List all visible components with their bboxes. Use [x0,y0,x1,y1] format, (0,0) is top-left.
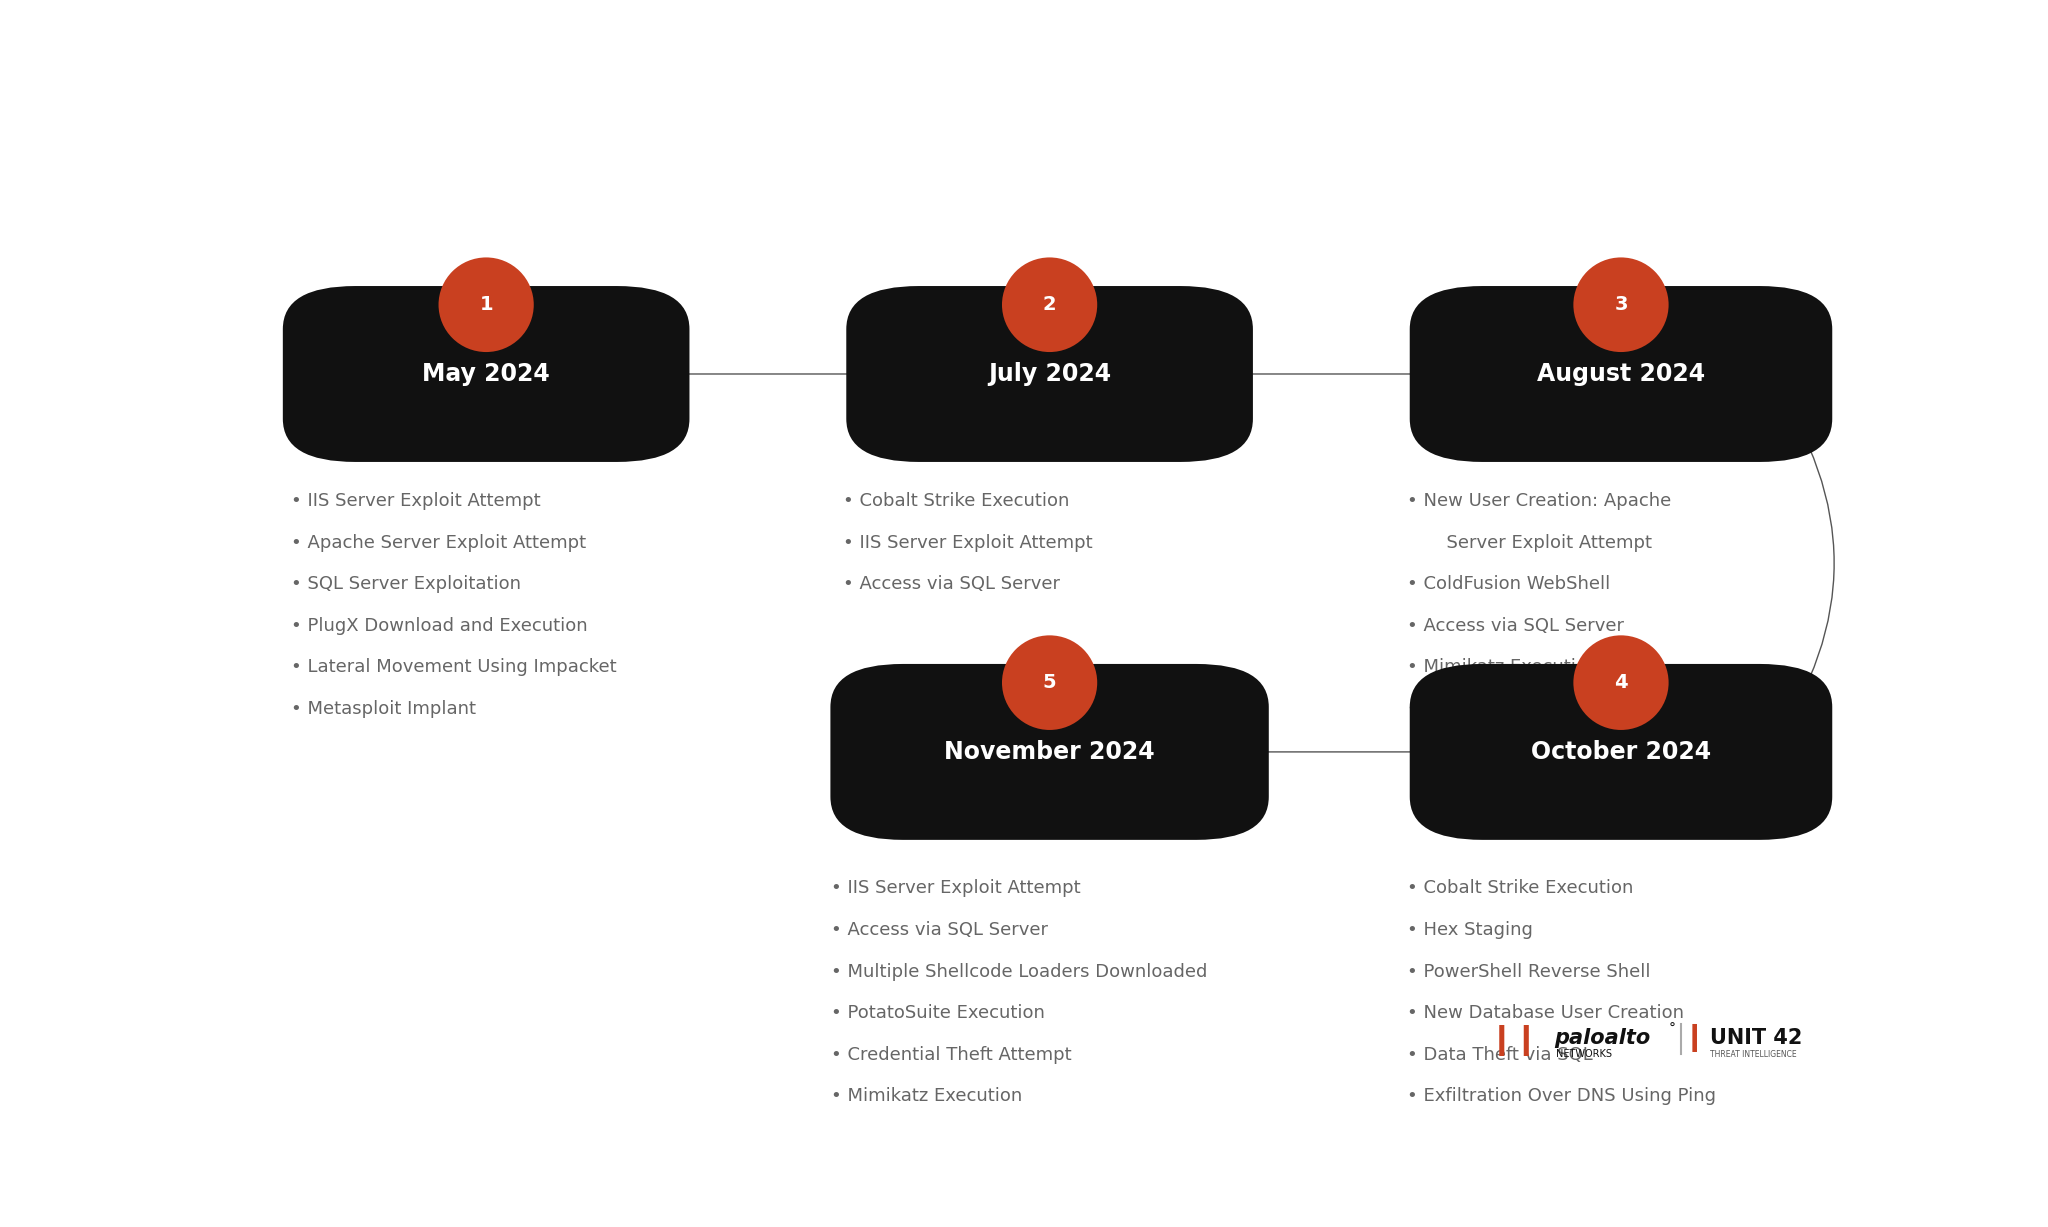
Text: Server Exploit Attempt: Server Exploit Attempt [1436,534,1653,552]
Text: • Exfiltration Over DNS Using Ping: • Exfiltration Over DNS Using Ping [1407,1087,1716,1106]
Text: May 2024: May 2024 [422,362,551,387]
Text: • Apache Server Exploit Attempt: • Apache Server Exploit Attempt [291,534,586,552]
Text: • UPX Packed PuTTY: • UPX Packed PuTTY [1407,699,1589,718]
Text: °: ° [1669,1022,1675,1036]
Text: • Mimikatz Execution: • Mimikatz Execution [831,1087,1022,1106]
Text: • Cobalt Strike Execution: • Cobalt Strike Execution [844,492,1069,510]
Ellipse shape [1001,636,1098,730]
Text: paloalto: paloalto [1554,1028,1651,1048]
Text: • PotatoSuite Execution: • PotatoSuite Execution [831,1004,1044,1022]
FancyBboxPatch shape [1409,286,1833,461]
Text: • Credential Theft Attempt: • Credential Theft Attempt [831,1045,1071,1064]
Text: • Data Theft via SQL: • Data Theft via SQL [1407,1045,1593,1064]
Text: July 2024: July 2024 [987,362,1112,387]
Ellipse shape [1001,258,1098,352]
Text: • IIS Server Exploit Attempt: • IIS Server Exploit Attempt [844,534,1094,552]
Text: 2: 2 [1042,296,1057,314]
Text: August 2024: August 2024 [1536,362,1706,387]
Text: • Multiple Shellcode Loaders Downloaded: • Multiple Shellcode Loaders Downloaded [831,963,1206,980]
Text: • Mimikatz Execution: • Mimikatz Execution [1407,659,1597,676]
Text: 1: 1 [479,296,494,314]
FancyBboxPatch shape [1409,664,1833,839]
Text: • IIS Server Exploit Attempt: • IIS Server Exploit Attempt [291,492,541,510]
Text: • IIS Server Exploit Attempt: • IIS Server Exploit Attempt [831,880,1079,897]
Text: 5: 5 [1042,674,1057,692]
Text: • Hex Staging: • Hex Staging [1407,921,1532,939]
Text: ❙: ❙ [1681,1025,1706,1053]
Text: November 2024: November 2024 [944,740,1155,764]
Text: • Access via SQL Server: • Access via SQL Server [831,921,1049,939]
FancyBboxPatch shape [283,286,690,461]
Text: • PlugX Download and Execution: • PlugX Download and Execution [291,617,588,634]
Text: NETWORKS: NETWORKS [1556,1049,1612,1059]
FancyBboxPatch shape [846,286,1253,461]
Ellipse shape [438,258,535,352]
Text: • ColdFusion WebShell: • ColdFusion WebShell [1407,575,1610,593]
Text: 4: 4 [1614,674,1628,692]
Text: • Metasploit Implant: • Metasploit Implant [291,699,475,718]
Text: • New User Creation: Apache: • New User Creation: Apache [1407,492,1671,510]
Text: • New Database User Creation: • New Database User Creation [1407,1004,1683,1022]
Text: UNIT 42: UNIT 42 [1710,1028,1802,1048]
Text: • Lateral Movement Using Impacket: • Lateral Movement Using Impacket [291,659,616,676]
Text: October 2024: October 2024 [1532,740,1710,764]
Text: • Access via SQL Server: • Access via SQL Server [844,575,1061,593]
Text: • Cobalt Strike Execution: • Cobalt Strike Execution [1407,880,1632,897]
Text: THREAT INTELLIGENCE: THREAT INTELLIGENCE [1710,1050,1796,1059]
Text: • SQL Server Exploitation: • SQL Server Exploitation [291,575,520,593]
Text: • PowerShell Reverse Shell: • PowerShell Reverse Shell [1407,963,1651,980]
Text: 3: 3 [1614,296,1628,314]
FancyBboxPatch shape [829,664,1270,839]
Ellipse shape [1573,258,1669,352]
Ellipse shape [1573,636,1669,730]
Text: ❙❙: ❙❙ [1489,1025,1540,1055]
Text: • Access via SQL Server: • Access via SQL Server [1407,617,1624,634]
